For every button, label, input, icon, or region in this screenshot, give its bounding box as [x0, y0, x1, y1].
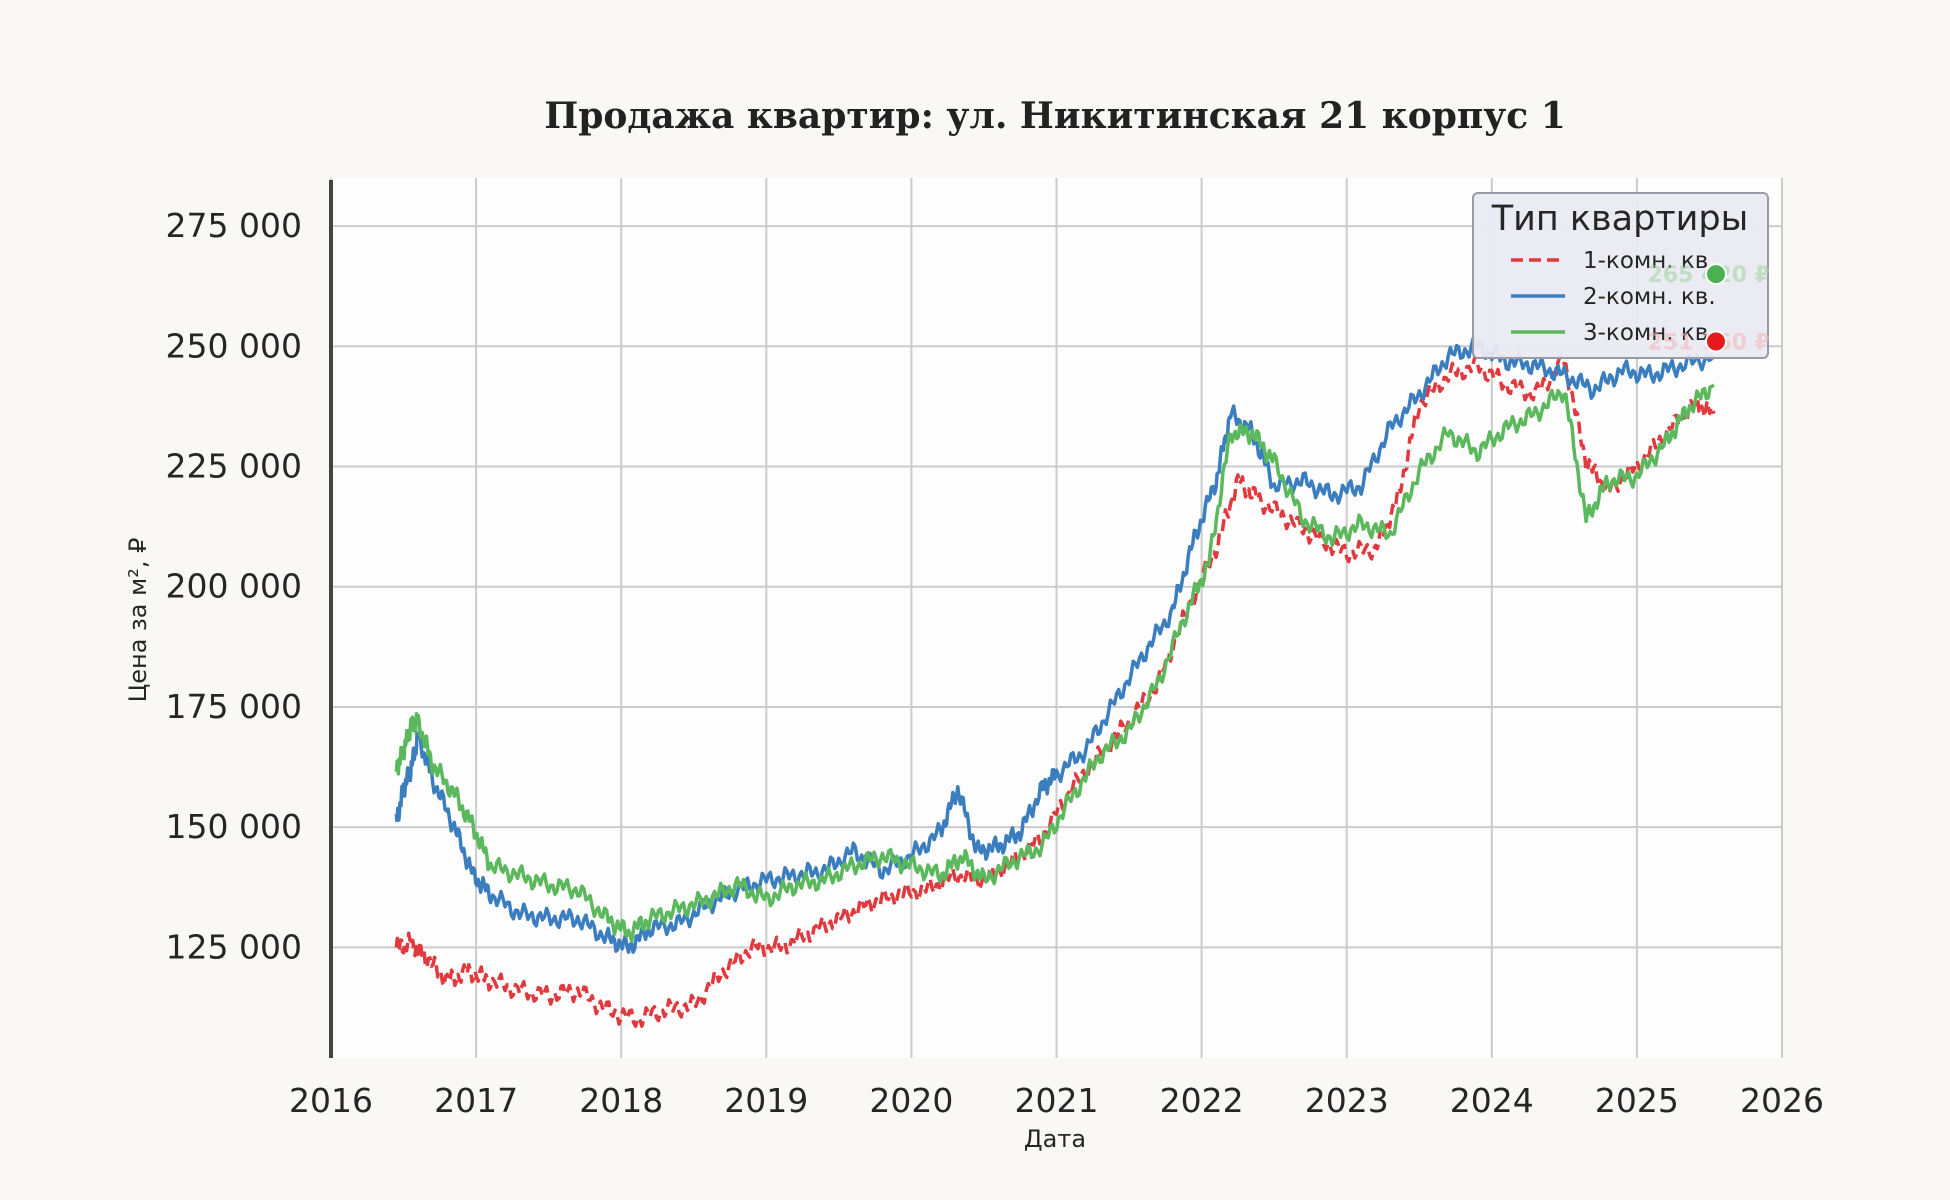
x-axis-label: Дата: [1024, 1125, 1086, 1153]
x-tick-label: 2021: [1015, 1081, 1099, 1120]
series-layer: [394, 336, 1716, 1028]
legend-label-2: 2-комн. кв.: [1583, 284, 1716, 310]
x-tick-label: 2023: [1305, 1081, 1389, 1120]
x-tick-label: 2020: [869, 1081, 953, 1120]
series-line-2: [394, 336, 1716, 954]
y-tick-label: 250 000: [166, 326, 302, 365]
end-marker: [1705, 330, 1727, 353]
x-tick-label: 2016: [289, 1081, 373, 1120]
y-tick-label: 200 000: [166, 567, 302, 606]
series-line-3: [394, 383, 1715, 943]
y-tick-label: 225 000: [166, 447, 302, 486]
end-marker: [1705, 263, 1727, 286]
legend: Тип квартиры 1-комн. кв. 2-комн. кв. 3-к…: [1472, 192, 1769, 359]
x-tick-label: 2022: [1160, 1081, 1244, 1120]
chart-title: Продажа квартир: ул. Никитинская 21 корп…: [544, 95, 1566, 137]
end-value-labels: 265 420 ₽251 760 ₽: [1648, 263, 1770, 355]
y-tick-label: 150 000: [166, 807, 302, 846]
x-tick-label: 2019: [724, 1081, 808, 1120]
series-line-1: [394, 353, 1716, 1028]
tick-labels: 2016 2017 2018 2019 2020 2021 2022 2023 2024 2025…: [166, 206, 1824, 1120]
y-axis-label: Цена за м², ₽: [124, 538, 152, 703]
legend-box: [1472, 192, 1769, 359]
x-tick-label: 2025: [1595, 1081, 1679, 1120]
x-tick-label: 2017: [434, 1081, 518, 1120]
y-tick-label: 275 000: [166, 206, 302, 245]
legend-title: Тип квартиры: [1491, 199, 1749, 239]
x-tick-label: 2018: [579, 1081, 663, 1120]
legend-label-1: 1-комн. кв.: [1583, 248, 1716, 274]
y-tick-label: 125 000: [166, 927, 302, 966]
legend-label-3: 3-комн. кв.: [1583, 320, 1716, 346]
x-tick-label: 2024: [1450, 1081, 1534, 1120]
x-tick-label: 2026: [1740, 1081, 1824, 1120]
y-tick-label: 175 000: [166, 687, 302, 726]
